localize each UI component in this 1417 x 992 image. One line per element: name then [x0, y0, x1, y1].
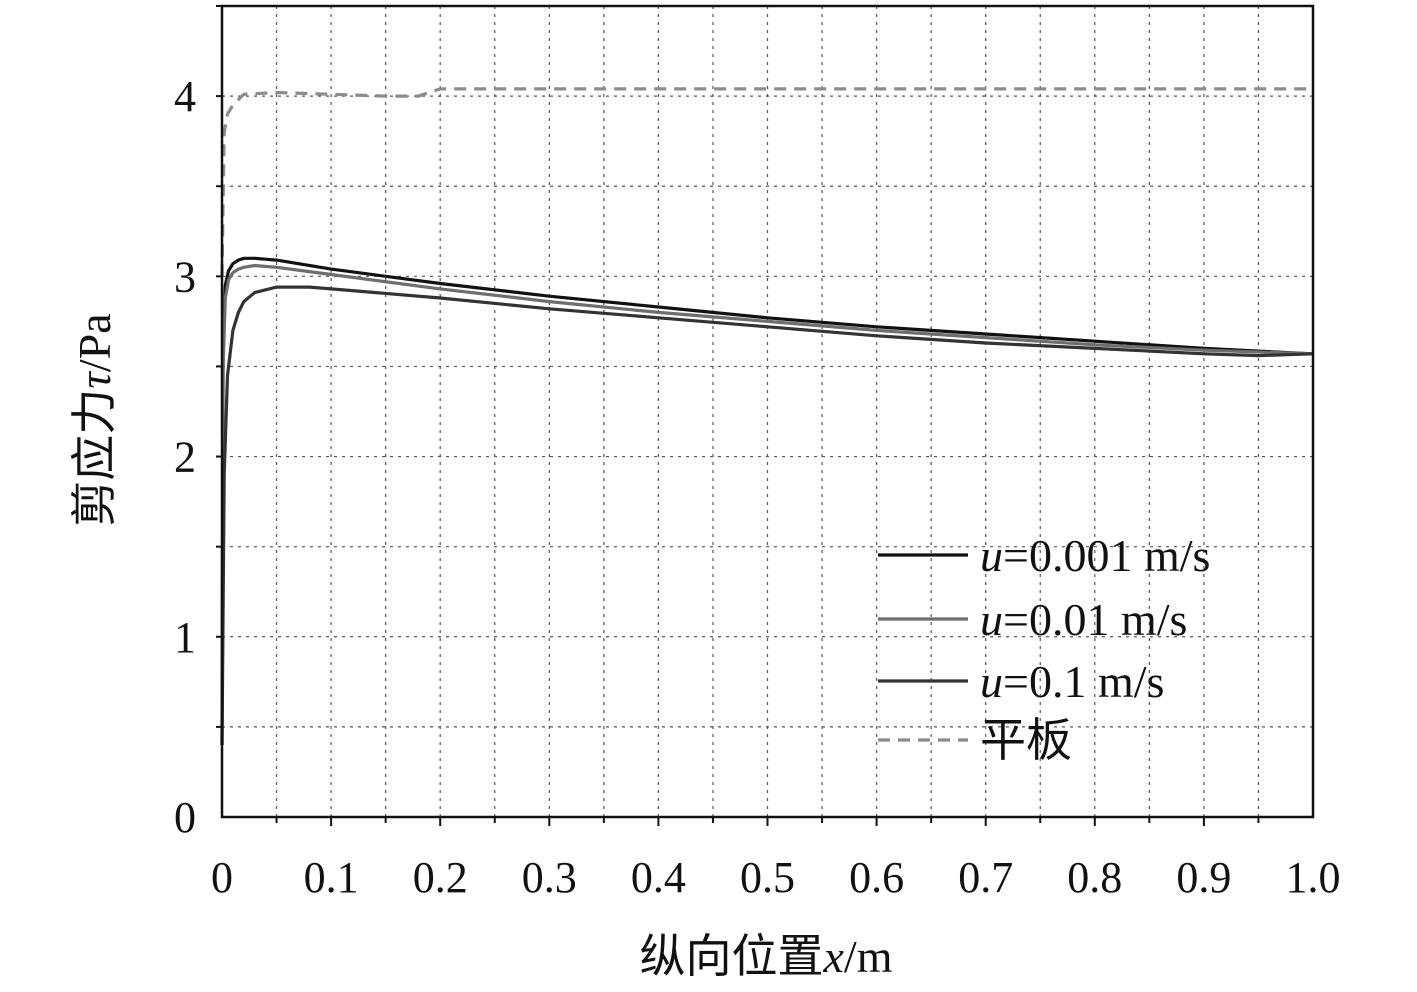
series-line-4: [220, 87, 1313, 277]
y-tick-label: 1: [174, 613, 196, 662]
x-tick-label: 0.2: [413, 853, 468, 902]
legend-label-1: u=0.001 m/s: [980, 530, 1210, 581]
legend: u=0.001 m/s u=0.01 m/s u=0.1 m/s 平板: [878, 530, 1210, 766]
series-line-3: [220, 285, 1314, 745]
x-axis-title: 纵向位置x/m: [640, 931, 893, 982]
x-tick-label: 1.0: [1286, 853, 1341, 902]
x-tick-label: 0.7: [958, 853, 1013, 902]
y-tick-label: 4: [174, 72, 196, 121]
x-tick-label: 0.5: [740, 853, 795, 902]
y-tick-label: 2: [174, 433, 196, 482]
y-tick-label: 0: [174, 793, 196, 842]
series-line-2: [220, 263, 1314, 745]
y-axis-title: 剪应力τ/Pa: [69, 313, 120, 526]
x-tick-label: 0: [211, 853, 233, 902]
x-tick-label: 0.9: [1176, 853, 1231, 902]
ticks: 0 0.1 0.2 0.3 0.4 0.5 0.6 0.7 0.8 0.9 1.0 0 1 2 3 4: [174, 5, 1341, 902]
x-tick-label: 0.8: [1067, 853, 1122, 902]
legend-label-3: u=0.1 m/s: [980, 656, 1164, 707]
series-line-1: [220, 256, 1314, 745]
y-tick-label: 3: [174, 252, 196, 301]
grid: [222, 6, 1313, 817]
x-tick-label: 0.3: [522, 853, 577, 902]
legend-label-4: 平板: [980, 715, 1072, 766]
x-tick-label: 0.4: [631, 853, 686, 902]
series-layer: [220, 87, 1314, 745]
legend-label-2: u=0.01 m/s: [980, 594, 1187, 645]
x-tick-label: 0.6: [849, 853, 904, 902]
x-tick-label: 0.1: [304, 853, 359, 902]
